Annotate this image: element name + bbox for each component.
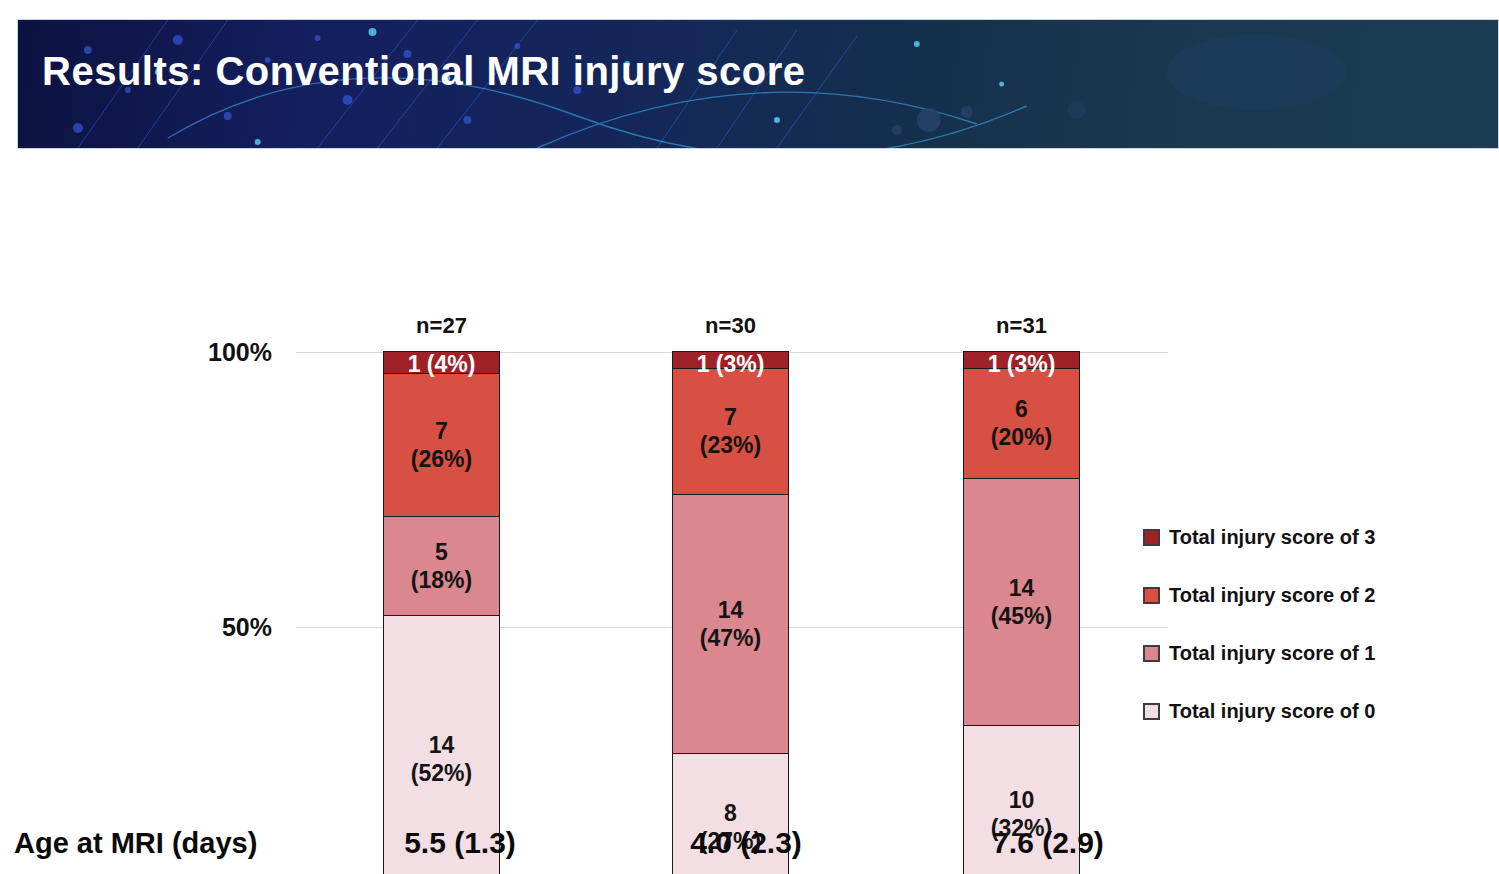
- legend-swatch-score-1: [1143, 645, 1160, 662]
- legend: Total injury score of 3 Total injury sco…: [1143, 525, 1375, 757]
- segment-value-label: 7 (23%): [700, 403, 761, 459]
- segment-score1: 14 (47%): [673, 495, 788, 754]
- y-tick-50: 50%: [177, 613, 272, 641]
- segment-score3-label: 1 (4%): [384, 351, 499, 378]
- segment-value-label: 14 (47%): [700, 596, 761, 652]
- n-label-hypothermia72: n=31: [963, 313, 1080, 339]
- bar-hypothermia-72h: 6 (20%) 14 (45%) 10 (32%) 1 (3%): [963, 351, 1080, 874]
- n-label-hypothermia48: n=30: [672, 313, 789, 339]
- segment-score2: 7 (26%): [384, 374, 499, 517]
- bar-hypothermia-48h: 7 (23%) 14 (47%) 8 (27%) 1 (3%): [672, 351, 789, 874]
- slide-header-banner: Results: Conventional MRI injury score: [17, 19, 1499, 149]
- legend-label-score-3: Total injury score of 3: [1169, 526, 1375, 549]
- legend-swatch-score-2: [1143, 587, 1160, 604]
- legend-label-score-0: Total injury score of 0: [1169, 700, 1375, 723]
- segment-score3-label: 1 (3%): [964, 351, 1079, 378]
- stacked-bar-chart: 100% 50% 0% n=27 n=30 n=31 7 (26%) 5 (18…: [0, 149, 1499, 874]
- y-tick-100: 100%: [177, 338, 272, 366]
- legend-item-score-0: Total injury score of 0: [1143, 699, 1375, 723]
- segment-score2: 7 (23%): [673, 369, 788, 496]
- segment-value-label: 14 (45%): [991, 574, 1052, 630]
- legend-swatch-score-3: [1143, 529, 1160, 546]
- legend-item-score-2: Total injury score of 2: [1143, 583, 1375, 607]
- segment-score1: 5 (18%): [384, 517, 499, 616]
- segment-score3-label: 1 (3%): [673, 351, 788, 378]
- slide: Results: Conventional MRI injury score 1…: [0, 0, 1499, 874]
- legend-swatch-score-0: [1143, 703, 1160, 720]
- age-value-hypothermia-48h: 4.0 (2.3): [626, 826, 866, 860]
- segment-value-label: 7 (26%): [411, 417, 472, 473]
- segment-value-label: 5 (18%): [411, 538, 472, 594]
- legend-item-score-3: Total injury score of 3: [1143, 525, 1375, 549]
- segment-score2: 6 (20%): [964, 369, 1079, 479]
- age-value-hypothermia-72h: 7.6 (2.9): [928, 826, 1168, 860]
- legend-label-score-2: Total injury score of 2: [1169, 584, 1375, 607]
- n-label-normothermia: n=27: [383, 313, 500, 339]
- bar-normothermia: 7 (26%) 5 (18%) 14 (52%) 1 (4%): [383, 351, 500, 874]
- slide-title: Results: Conventional MRI injury score: [42, 48, 806, 94]
- legend-label-score-1: Total injury score of 1: [1169, 642, 1375, 665]
- age-value-normothermia: 5.5 (1.3): [340, 826, 580, 860]
- segment-score1: 14 (45%): [964, 479, 1079, 727]
- legend-item-score-1: Total injury score of 1: [1143, 641, 1375, 665]
- segment-value-label: 6 (20%): [991, 395, 1052, 451]
- age-at-mri-row-label: Age at MRI (days): [14, 827, 257, 860]
- segment-value-label: 14 (52%): [411, 731, 472, 787]
